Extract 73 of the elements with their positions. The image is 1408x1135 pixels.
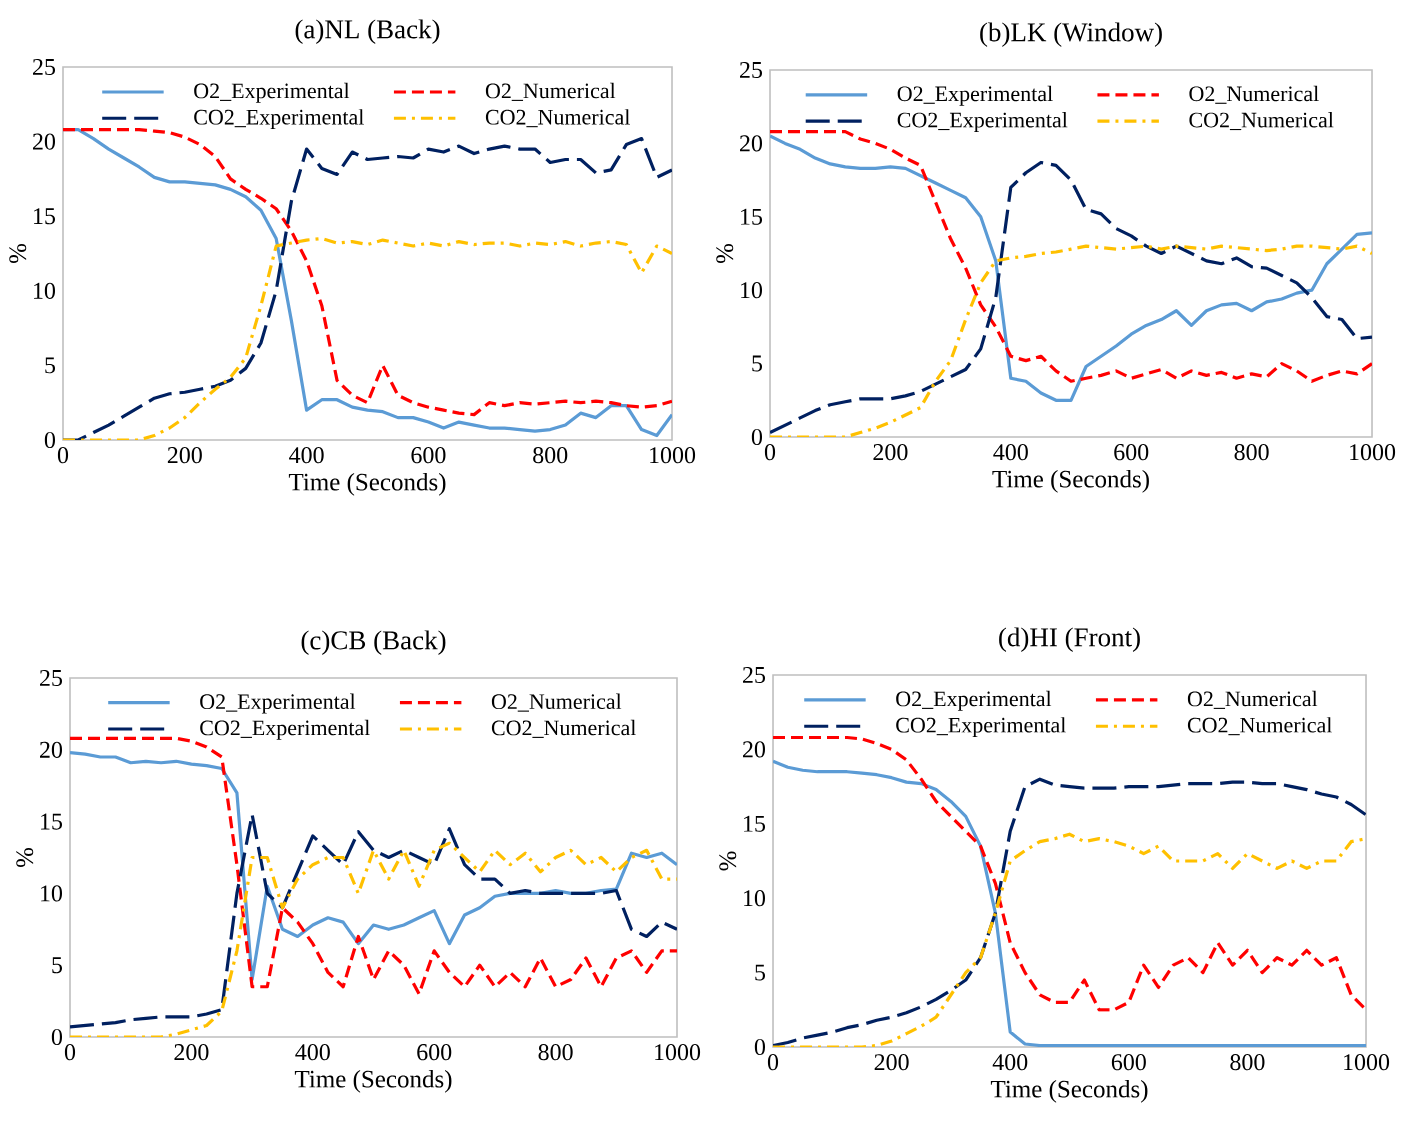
y-tick-label: 20 <box>40 741 63 758</box>
legend-label: O2_Experimental <box>896 690 1052 711</box>
y-axis-title: % <box>9 243 27 264</box>
y-tick-label: 25 <box>40 669 63 687</box>
x-axis-title: Time (Seconds) <box>288 472 446 496</box>
legend-label: O2_Numerical <box>1189 85 1319 104</box>
legend-label: CO2_Numerical <box>1187 717 1332 736</box>
chart-title: (a)NL (Back) <box>295 19 440 44</box>
x-axis-title: Time (Seconds) <box>990 1080 1148 1103</box>
y-tick-label: 25 <box>743 666 766 684</box>
y-tick-label: 15 <box>741 208 763 225</box>
x-tick-label: 800 <box>533 447 568 464</box>
legend-label: CO2_Experimental <box>200 719 370 740</box>
y-tick-label: 0 <box>51 1028 63 1046</box>
y-tick-label: 0 <box>44 431 56 449</box>
legend-label: CO2_Numerical <box>491 719 636 738</box>
y-axis-title: % <box>716 243 734 264</box>
x-tick-label: 400 <box>289 447 324 464</box>
x-tick-label: 0 <box>64 1044 76 1061</box>
x-tick-label: 400 <box>295 1044 330 1061</box>
y-tick-label: 0 <box>751 428 763 446</box>
y-tick-label: 20 <box>33 133 56 150</box>
legend-label: O2_Experimental <box>897 85 1053 106</box>
x-tick-label: 800 <box>1230 1054 1265 1071</box>
y-tick-label: 15 <box>744 815 766 832</box>
legend-label: O2_Experimental <box>194 82 350 103</box>
y-tick-label: 5 <box>752 355 763 372</box>
x-tick-label: 200 <box>174 1044 209 1061</box>
y-axis-title: % <box>719 851 737 871</box>
legend-label: O2_Numerical <box>491 693 622 712</box>
y-tick-label: 10 <box>741 282 763 299</box>
legend-label: O2_Experimental <box>200 693 356 714</box>
legend-label: O2_Numerical <box>485 82 616 101</box>
x-tick-label: 600 <box>417 1044 452 1061</box>
x-tick-label: 1000 <box>1350 444 1396 461</box>
y-tick-label: 5 <box>52 957 63 974</box>
legend-label: O2_Numerical <box>1187 690 1318 709</box>
y-tick-label: 15 <box>34 208 56 225</box>
x-tick-label: 600 <box>1114 444 1149 461</box>
y-tick-label: 20 <box>740 135 763 152</box>
y-tick-label: 25 <box>740 61 763 79</box>
y-tick-label: 20 <box>743 741 766 758</box>
x-tick-label: 1000 <box>655 1044 701 1061</box>
x-tick-label: 1000 <box>650 447 696 464</box>
legend-label: CO2_Experimental <box>897 112 1068 132</box>
legend-label: CO2_Numerical <box>1189 112 1334 131</box>
y-tick-label: 5 <box>755 964 766 981</box>
x-tick-label: 400 <box>993 444 1028 461</box>
y-tick-label: 10 <box>744 890 766 907</box>
x-axis-title: Time (Seconds) <box>992 469 1149 493</box>
legend-label: CO2_Experimental <box>194 109 364 130</box>
chart-title: (b)LK (Window) <box>980 22 1162 47</box>
legend-label: CO2_Experimental <box>896 717 1066 738</box>
x-tick-label: 800 <box>538 1044 573 1061</box>
y-tick-label: 10 <box>34 282 56 299</box>
x-tick-label: 200 <box>873 444 908 461</box>
x-tick-label: 600 <box>411 447 446 464</box>
y-tick-label: 15 <box>41 813 63 830</box>
legend-label: CO2_Numerical <box>485 109 630 128</box>
x-tick-label: 400 <box>992 1054 1028 1071</box>
x-tick-label: 600 <box>1111 1054 1146 1071</box>
x-tick-label: 1000 <box>1344 1054 1390 1071</box>
x-tick-label: 800 <box>1234 444 1269 461</box>
y-axis-title: % <box>16 847 34 868</box>
y-tick-label: 10 <box>41 885 63 902</box>
chart-title: (d)HI (Front) <box>999 627 1140 652</box>
chart-title: (c)CB (Back) <box>301 630 446 655</box>
x-tick-label: 0 <box>767 1054 779 1071</box>
x-tick-label: 200 <box>874 1054 909 1071</box>
x-axis-title: Time (Seconds) <box>294 1069 452 1093</box>
y-tick-label: 5 <box>45 357 56 374</box>
x-tick-label: 200 <box>167 447 202 464</box>
y-tick-label: 25 <box>33 58 56 76</box>
